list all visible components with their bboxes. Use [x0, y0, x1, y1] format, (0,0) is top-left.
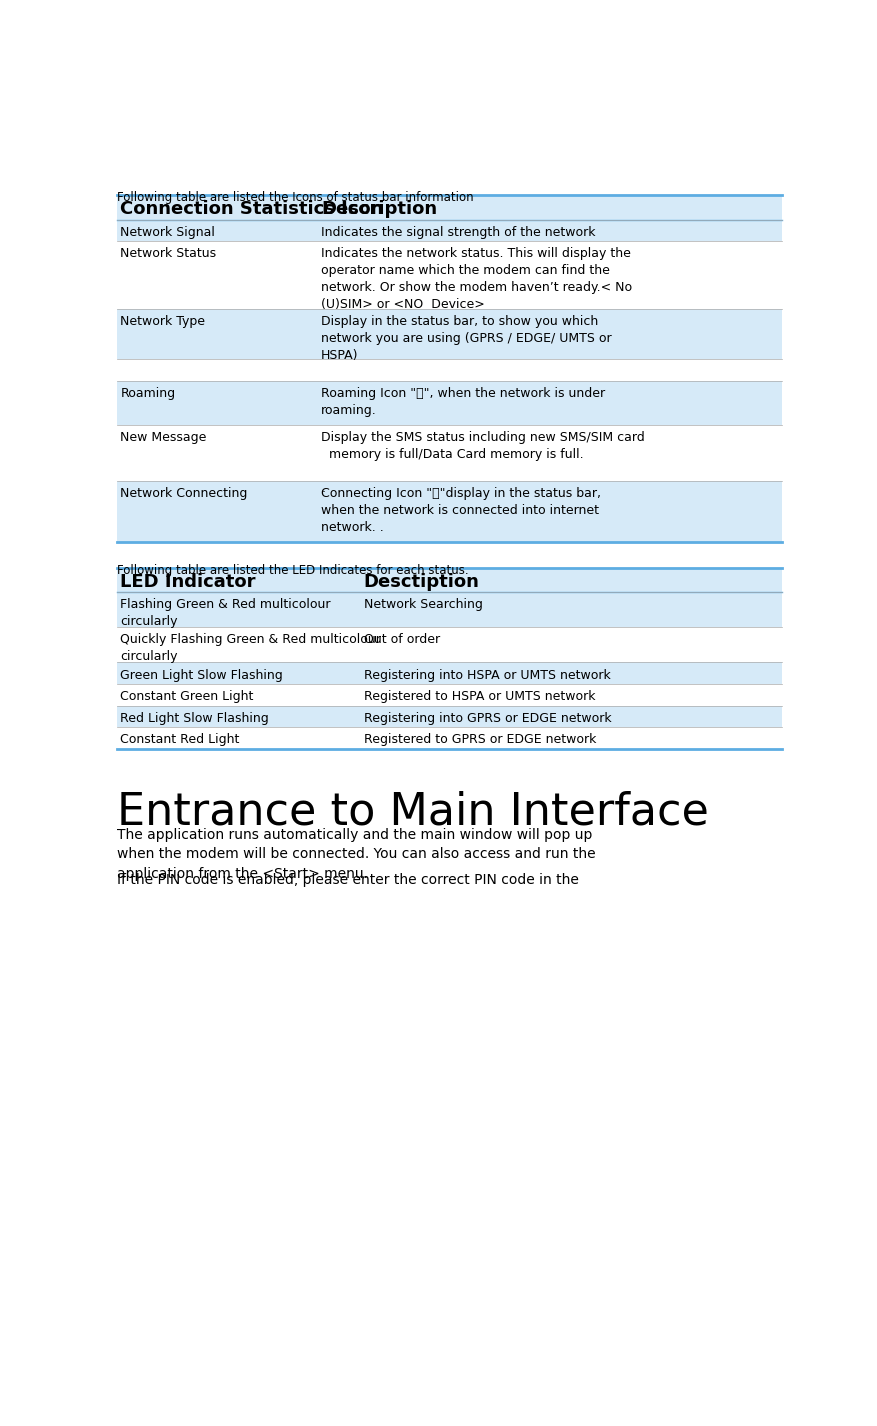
Bar — [118, 220, 781, 241]
Text: Network Status: Network Status — [120, 247, 217, 261]
Text: Red Light Slow Flashing: Red Light Slow Flashing — [120, 712, 269, 724]
Bar — [118, 706, 781, 727]
Text: Roaming Icon "Ⓡ", when the network is under
roaming.: Roaming Icon "Ⓡ", when the network is un… — [321, 386, 605, 416]
Text: LED Indicator: LED Indicator — [120, 573, 256, 590]
Text: Flashing Green & Red multicolour
circularly: Flashing Green & Red multicolour circula… — [120, 597, 331, 627]
Bar — [118, 592, 781, 627]
Bar — [118, 727, 781, 749]
Text: Indicates the signal strength of the network: Indicates the signal strength of the net… — [321, 225, 595, 238]
Text: Out of order: Out of order — [364, 633, 440, 646]
Text: Connection Statistics Icon: Connection Statistics Icon — [120, 200, 384, 218]
Text: Following table are listed the LED Indicates for each status.: Following table are listed the LED Indic… — [118, 563, 469, 578]
Text: Display in the status bar, to show you which
network you are using (GPRS / EDGE/: Display in the status bar, to show you w… — [321, 315, 612, 362]
Text: Roaming: Roaming — [120, 386, 175, 399]
Bar — [118, 241, 781, 309]
Text: New Message: New Message — [120, 432, 207, 445]
Bar — [118, 381, 781, 425]
Text: Connecting Icon "Ⓢ"display in the status bar,
when the network is connected into: Connecting Icon "Ⓢ"display in the status… — [321, 486, 602, 533]
Bar — [118, 309, 781, 359]
Text: Description: Description — [321, 200, 438, 218]
Text: Constant Red Light: Constant Red Light — [120, 733, 239, 746]
Bar — [118, 481, 781, 542]
Bar — [118, 195, 781, 220]
Bar — [118, 359, 781, 381]
Text: Quickly Flashing Green & Red multicolour
circularly: Quickly Flashing Green & Red multicolour… — [120, 633, 381, 663]
Bar — [118, 684, 781, 706]
Text: Entrance to Main Interface: Entrance to Main Interface — [118, 791, 709, 834]
Text: Indicates the network status. This will display the
operator name which the mode: Indicates the network status. This will … — [321, 247, 632, 311]
Text: Following table are listed the Icons of status bar information: Following table are listed the Icons of … — [118, 191, 474, 204]
Text: Green Light Slow Flashing: Green Light Slow Flashing — [120, 669, 283, 682]
Text: Network Searching: Network Searching — [364, 597, 482, 610]
Text: Constant Green Light: Constant Green Light — [120, 690, 253, 703]
Text: Registering into HSPA or UMTS network: Registering into HSPA or UMTS network — [364, 669, 610, 682]
Bar — [118, 663, 781, 684]
Text: Registering into GPRS or EDGE network: Registering into GPRS or EDGE network — [364, 712, 611, 724]
Text: If the PIN code is enabled, please enter the correct PIN code in the: If the PIN code is enabled, please enter… — [118, 873, 579, 887]
Text: Registered to GPRS or EDGE network: Registered to GPRS or EDGE network — [364, 733, 596, 746]
Text: Network Connecting: Network Connecting — [120, 486, 248, 501]
Bar — [118, 627, 781, 663]
Text: Display the SMS status including new SMS/SIM card
  memory is full/Data Card mem: Display the SMS status including new SMS… — [321, 432, 645, 495]
Text: Network Type: Network Type — [120, 315, 205, 328]
Text: The application runs automatically and the main window will pop up
when the mode: The application runs automatically and t… — [118, 829, 596, 881]
Bar — [118, 569, 781, 592]
Text: Registered to HSPA or UMTS network: Registered to HSPA or UMTS network — [364, 690, 595, 703]
Text: Desctiption: Desctiption — [364, 573, 480, 590]
Bar — [118, 425, 781, 481]
Text: Network Signal: Network Signal — [120, 225, 216, 238]
